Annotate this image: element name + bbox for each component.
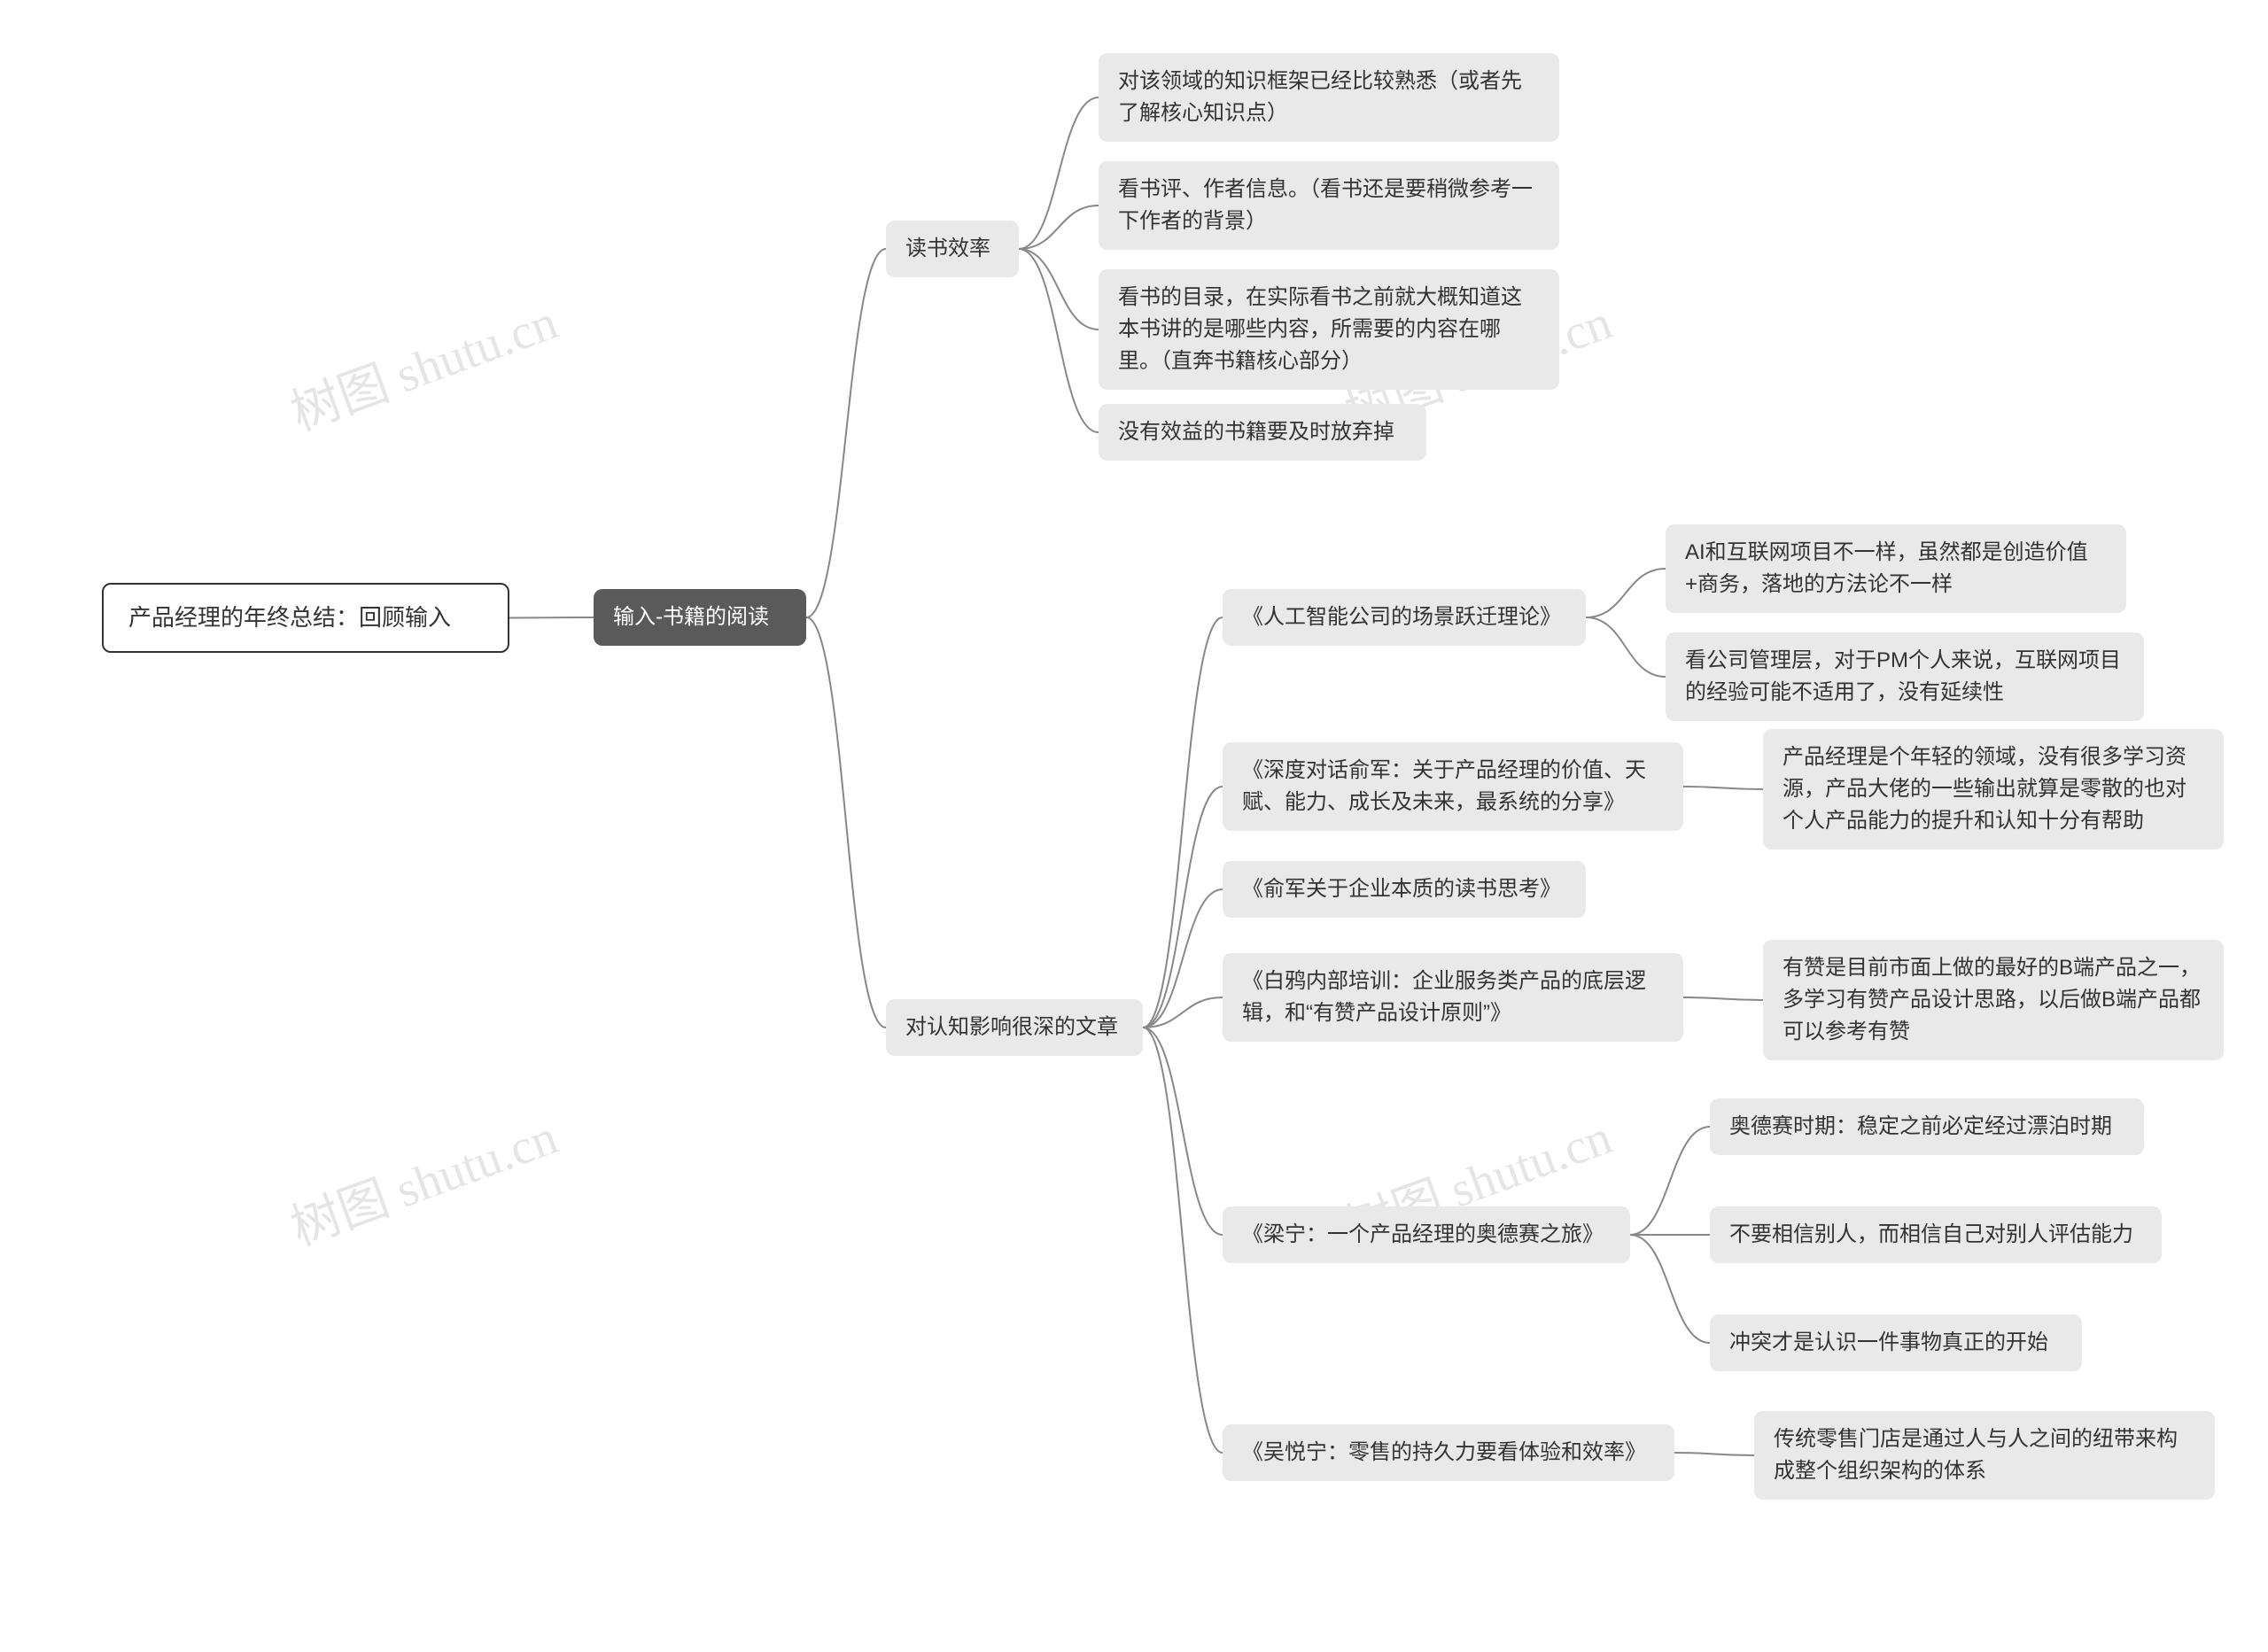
mindmap-node: 输入-书籍的阅读 — [594, 589, 806, 646]
mindmap-node: 没有效益的书籍要及时放弃掉 — [1099, 404, 1426, 461]
mindmap-node: AI和互联网项目不一样，虽然都是创造价值+商务，落地的方法论不一样 — [1666, 524, 2126, 613]
mindmap-node: 传统零售门店是通过人与人之间的纽带来构成整个组织架构的体系 — [1754, 1411, 2215, 1500]
mindmap-node: 看公司管理层，对于PM个人来说，互联网项目的经验可能不适用了，没有延续性 — [1666, 632, 2144, 721]
mindmap-node: 有赞是目前市面上做的最好的B端产品之一，多学习有赞产品设计思路，以后做B端产品都… — [1763, 940, 2224, 1060]
mindmap-node: 《吴悦宁：零售的持久力要看体验和效率》 — [1223, 1424, 1674, 1481]
mindmap-node: 读书效率 — [886, 221, 1019, 277]
mindmap-node: 《梁宁：一个产品经理的奥德赛之旅》 — [1223, 1206, 1630, 1263]
watermark: 树图 shutu.cn — [280, 283, 566, 446]
mindmap-node: 对该领域的知识框架已经比较熟悉（或者先了解核心知识点） — [1099, 53, 1559, 142]
mindmap-node: 产品经理是个年轻的领域，没有很多学习资源，产品大佬的一些输出就算是零散的也对个人… — [1763, 729, 2224, 849]
mindmap-node: 《人工智能公司的场景跃迁理论》 — [1223, 589, 1586, 646]
mindmap-node: 《俞军关于企业本质的读书思考》 — [1223, 861, 1586, 918]
mindmap-node: 对认知影响很深的文章 — [886, 999, 1143, 1056]
mindmap-root: 产品经理的年终总结：回顾输入 — [102, 583, 509, 653]
watermark: 树图 shutu.cn — [280, 1097, 566, 1260]
mindmap-node: 看书评、作者信息。（看书还是要稍微参考一下作者的背景） — [1099, 161, 1559, 250]
mindmap-node: 冲突才是认识一件事物真正的开始 — [1710, 1315, 2082, 1371]
mindmap-node: 《深度对话俞军：关于产品经理的价值、天赋、能力、成长及未来，最系统的分享》 — [1223, 742, 1683, 831]
mindmap-node: 不要相信别人，而相信自己对别人评估能力 — [1710, 1206, 2162, 1263]
mindmap-node: 《白鸦内部培训：企业服务类产品的底层逻辑，和“有赞产品设计原则”》 — [1223, 953, 1683, 1042]
mindmap-node: 奥德赛时期：稳定之前必定经过漂泊时期 — [1710, 1098, 2144, 1155]
mindmap-node: 看书的目录，在实际看书之前就大概知道这本书讲的是哪些内容，所需要的内容在哪里。（… — [1099, 269, 1559, 390]
